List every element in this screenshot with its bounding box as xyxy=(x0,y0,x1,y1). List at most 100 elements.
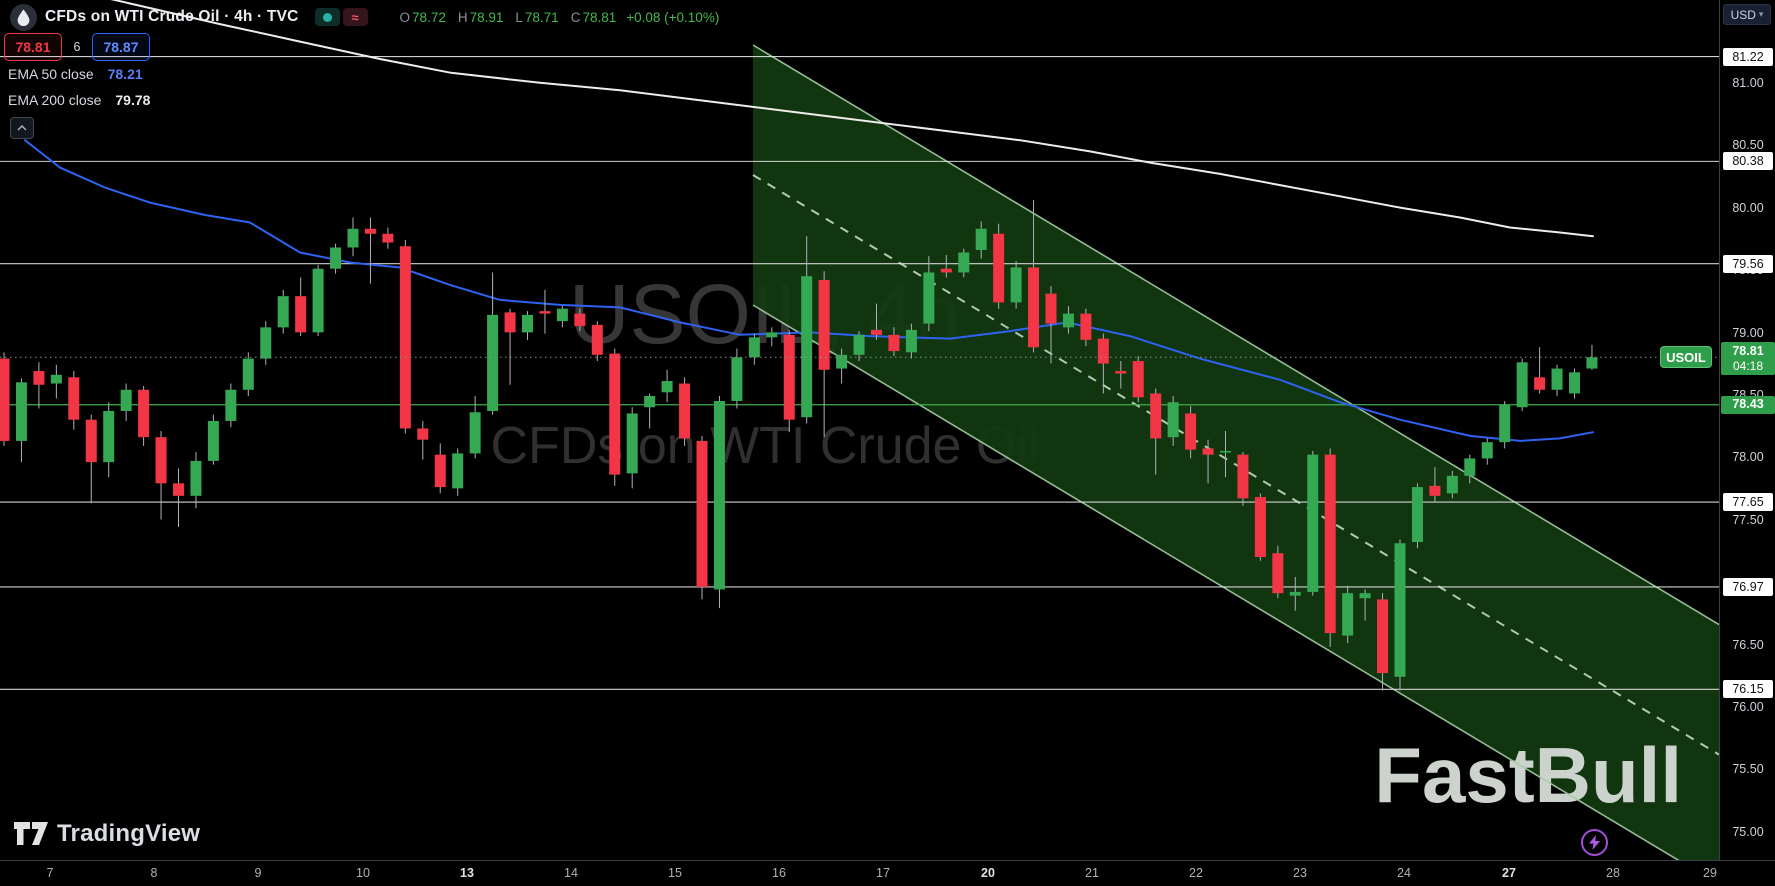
level-price-label: 76.15 xyxy=(1723,680,1773,699)
candle-body xyxy=(731,357,743,401)
candle-body xyxy=(364,228,376,234)
price-tick: 80.00 xyxy=(1732,200,1764,215)
candle-body xyxy=(1185,413,1197,450)
delayed-data-icon[interactable]: ≈ xyxy=(342,8,368,26)
tradingview-label: TradingView xyxy=(57,820,201,847)
fastbull-watermark: FastBull xyxy=(1374,731,1682,819)
date-tick: 20 xyxy=(981,866,995,880)
close-label: C xyxy=(570,9,581,25)
ask-button[interactable]: 78.87 xyxy=(92,33,150,61)
symbol-title[interactable]: CFDs on WTI Crude Oil · 4h · TVC xyxy=(45,8,299,25)
currency-selector[interactable]: USD ▾ xyxy=(1723,4,1771,25)
date-tick: 7 xyxy=(46,866,54,880)
fastbull-flash-icon[interactable] xyxy=(1581,829,1608,856)
ema200-name: EMA 200 close xyxy=(8,92,102,108)
price-axis[interactable]: 81.0080.5080.0079.5079.0078.5078.0077.50… xyxy=(1719,0,1775,860)
channel-fill xyxy=(753,45,1719,860)
channel-upper-line xyxy=(752,44,1719,626)
green-level-price-label: 78.43 xyxy=(1721,395,1775,414)
candle-body xyxy=(1324,454,1336,634)
candle-body xyxy=(242,358,254,390)
candle-body xyxy=(940,268,952,273)
open-label: O xyxy=(399,9,411,25)
date-tick: 10 xyxy=(356,866,370,880)
price-tick: 77.50 xyxy=(1732,512,1764,527)
candle-body xyxy=(905,329,917,353)
date-tick: 13 xyxy=(460,866,474,880)
candle-body xyxy=(173,483,184,496)
legend-ema50[interactable]: EMA 50 close 78.21 xyxy=(8,66,143,82)
candle-body xyxy=(85,419,97,463)
price-tick: 80.50 xyxy=(1732,138,1764,153)
chevron-down-icon: ▾ xyxy=(1758,9,1764,19)
date-tick: 22 xyxy=(1189,866,1203,880)
tradingview-mark-icon xyxy=(14,822,48,845)
level-price-label: 77.65 xyxy=(1723,493,1773,512)
legend-ema200[interactable]: EMA 200 close 79.78 xyxy=(8,92,150,108)
price-tick: 75.00 xyxy=(1732,824,1764,839)
candle-body xyxy=(207,420,219,461)
low-label: L xyxy=(515,9,523,25)
candle-body xyxy=(993,233,1005,303)
candle-body xyxy=(644,396,656,408)
level-price-label: 80.38 xyxy=(1723,152,1773,171)
change-value: +0.08 (+0.10%) xyxy=(626,9,720,25)
candle-body xyxy=(155,437,167,484)
candle-body xyxy=(469,412,481,454)
time-axis[interactable]: 7 8 9 10 13 14 15 16 17 20 21 22 23 24 27 28 29 xyxy=(0,860,1775,886)
channel-lower-line xyxy=(752,304,1680,860)
collapse-legend-button[interactable] xyxy=(10,117,34,139)
candle-body xyxy=(923,272,935,324)
candle-body xyxy=(748,337,760,358)
candle-body xyxy=(539,311,551,314)
open-value: 78.72 xyxy=(412,9,446,25)
candle-body xyxy=(836,354,848,369)
candlestick-chart[interactable]: USOIL, 4h CFDs on WTI Crude Oil FastBull xyxy=(0,0,1719,860)
candle-body xyxy=(679,383,691,439)
last-price: 78.81 xyxy=(1732,343,1764,358)
candle-body xyxy=(295,296,307,333)
price-tick: 81.00 xyxy=(1732,76,1764,90)
status-pills: ≈ xyxy=(314,8,368,26)
watermark-symbol: USOIL, 4h xyxy=(569,267,961,361)
candle-body xyxy=(190,460,202,496)
candle-body xyxy=(574,313,586,327)
candle-body xyxy=(696,440,708,587)
date-tick: 14 xyxy=(564,866,578,880)
tradingview-logo[interactable]: TradingView xyxy=(14,820,200,848)
candle-body xyxy=(1551,368,1563,390)
close-value: 78.81 xyxy=(582,9,617,25)
candle-body xyxy=(452,453,464,489)
candle-body xyxy=(818,279,830,370)
date-tick: 15 xyxy=(668,866,682,880)
candle-body xyxy=(1045,293,1057,324)
candle-body xyxy=(1010,267,1022,303)
candle-body xyxy=(0,358,10,441)
price-tick: 78.00 xyxy=(1732,450,1764,465)
ema200-value: 79.78 xyxy=(115,92,151,108)
candle-body xyxy=(1167,402,1179,438)
candle-body xyxy=(626,413,638,474)
candle-body xyxy=(68,377,80,420)
candle-body xyxy=(312,268,324,333)
candle-body xyxy=(50,374,62,384)
low-value: 78.71 xyxy=(524,9,559,25)
candle-body xyxy=(853,334,865,355)
ema50-name: EMA 50 close xyxy=(8,66,94,82)
high-label: H xyxy=(457,9,468,25)
candle-body xyxy=(138,389,150,438)
oil-droplet-icon xyxy=(10,3,37,31)
candle-body xyxy=(1220,450,1231,453)
candle-body xyxy=(556,308,568,322)
candle-body xyxy=(1569,372,1580,394)
level-price-label: 79.56 xyxy=(1723,254,1773,273)
bid-button[interactable]: 78.81 xyxy=(4,33,62,61)
candle-body xyxy=(1237,454,1249,499)
ohlc-readout: O 78.72 H 78.91 L 78.71 C 78.81 +0.08 (+… xyxy=(388,10,720,25)
candle-body xyxy=(1481,442,1493,459)
candle-body xyxy=(382,233,394,243)
candle-body xyxy=(277,296,289,328)
candle-body xyxy=(713,400,725,590)
market-status-icon[interactable] xyxy=(314,8,340,26)
candle-body xyxy=(1377,599,1389,674)
